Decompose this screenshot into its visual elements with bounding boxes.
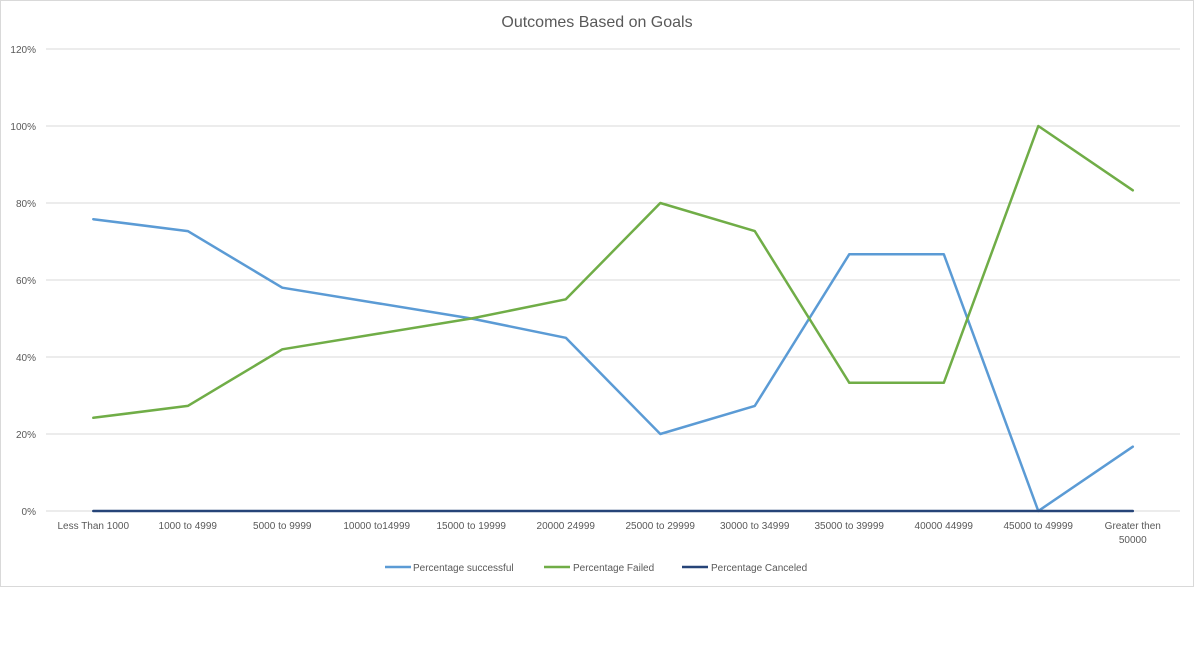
x-tick-label: 15000 to 19999 [436, 521, 506, 532]
x-tick-label: 25000 to 29999 [625, 521, 695, 532]
legend-label: Percentage Canceled [711, 563, 807, 574]
x-tick-label-line: Greater then [1105, 521, 1161, 532]
gridlines [46, 48, 1180, 512]
chart-title: Outcomes Based on Goals [501, 14, 692, 31]
x-tick-label: 5000 to 9999 [253, 521, 312, 532]
x-tick-label-line: 10000 to14999 [343, 521, 410, 532]
y-tick-label: 80% [16, 199, 36, 210]
legend-label: Percentage Failed [573, 563, 654, 574]
legend-label: Percentage successful [413, 563, 514, 574]
series-lines [92, 124, 1135, 513]
series-line-1 [92, 124, 1135, 420]
legend: Percentage successful Percentage Failed Pe… [385, 563, 807, 574]
y-tick-label: 120% [10, 45, 36, 56]
x-tick-label-line: 5000 to 9999 [253, 521, 312, 532]
x-tick-label-line: 15000 to 19999 [436, 521, 506, 532]
x-tick-label-line: 20000 24999 [537, 521, 596, 532]
x-tick-label-line: Less Than 1000 [57, 521, 129, 532]
y-tick-label: 40% [16, 353, 36, 364]
x-tick-label-line: 45000 to 49999 [1003, 521, 1073, 532]
y-tick-label: 60% [16, 276, 36, 287]
x-tick-label-line: 35000 to 39999 [814, 521, 884, 532]
x-tick-label: Less Than 1000 [57, 521, 129, 532]
series-line-0 [92, 217, 1135, 513]
x-tick-label-line: 30000 to 34999 [720, 521, 790, 532]
x-tick-label: 40000 44999 [915, 521, 974, 532]
x-tick-label-line: 40000 44999 [915, 521, 974, 532]
x-tick-label: 1000 to 4999 [159, 521, 218, 532]
y-tick-label: 0% [22, 507, 37, 518]
y-tick-label: 100% [10, 122, 36, 133]
x-tick-label: 45000 to 49999 [1003, 521, 1073, 532]
y-axis-ticks: 0% 20% 40% 60% 80% 100% 120% [10, 45, 36, 518]
y-tick-label: 20% [16, 430, 36, 441]
x-axis-ticks: Less Than 1000 1000 to 4999 5000 to 9999 10… [57, 521, 1160, 546]
x-tick-label-line: 1000 to 4999 [159, 521, 218, 532]
x-tick-label: Greater then 50000 [1105, 521, 1161, 546]
x-tick-label: 20000 24999 [537, 521, 596, 532]
x-tick-label: 35000 to 39999 [814, 521, 884, 532]
x-tick-label: 10000 to14999 [343, 521, 410, 532]
chart-area [0, 0, 1194, 587]
x-tick-label-line: 50000 [1119, 535, 1147, 546]
x-tick-label-line: 25000 to 29999 [625, 521, 695, 532]
x-tick-label: 30000 to 34999 [720, 521, 790, 532]
